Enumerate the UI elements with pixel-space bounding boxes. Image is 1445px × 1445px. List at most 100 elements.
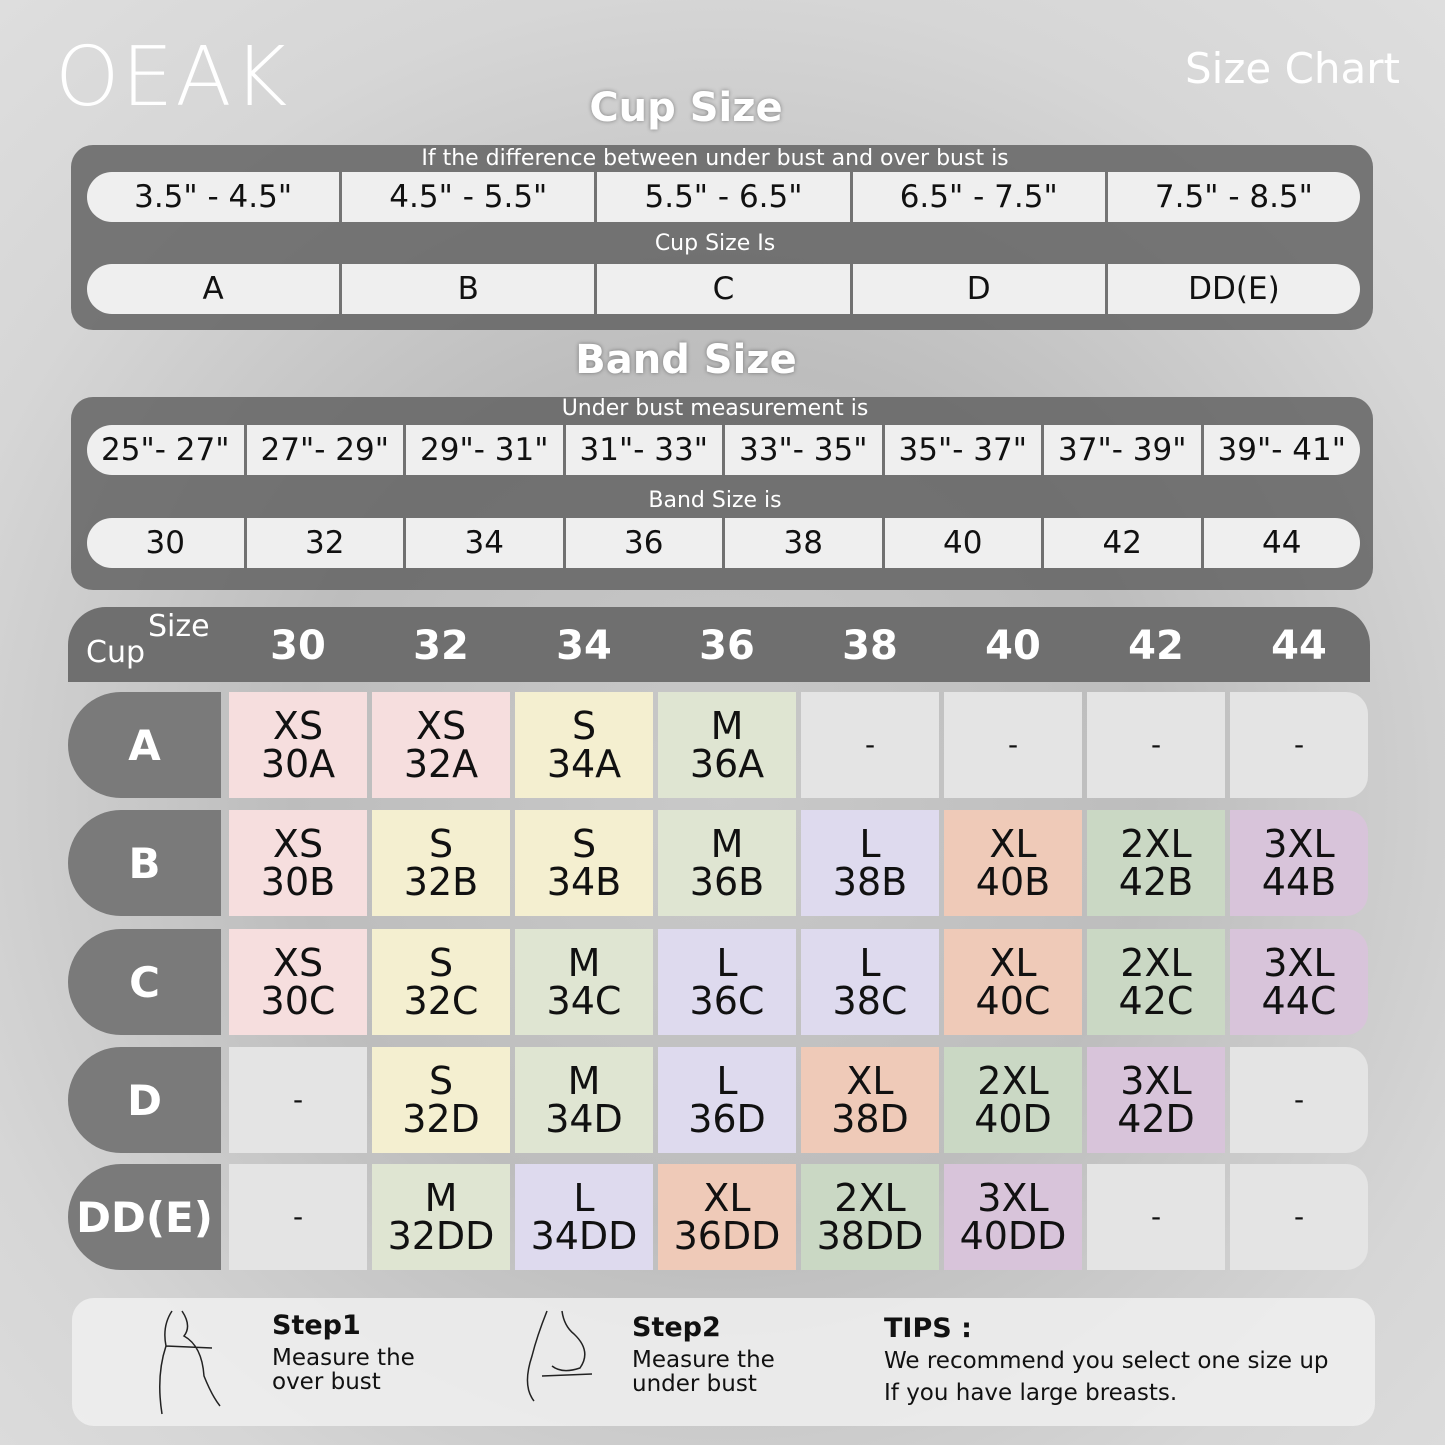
size-cell: 3XL 44C (1230, 929, 1368, 1035)
band-result-row: 30 32 34 36 38 40 42 44 (87, 518, 1360, 568)
cup-cell: C (597, 264, 850, 314)
size-cell: S 34A (515, 692, 653, 798)
bra-size-code: 40B (975, 860, 1051, 904)
letter-size: S (571, 704, 597, 748)
band-measure-cell: 31"- 33" (565, 425, 722, 475)
letter-size: L (859, 822, 881, 866)
letter-size: XL (989, 941, 1037, 985)
size-cell: M 34C (515, 929, 653, 1035)
size-cell: XS 30A (229, 692, 367, 798)
tips-title: TIPS : (884, 1313, 972, 1344)
bra-size-code: 30A (260, 742, 336, 786)
letter-size: - (864, 728, 876, 761)
size-cell: S 32C (372, 929, 510, 1035)
band-cell: 34 (406, 518, 563, 568)
band-cell: 44 (1203, 518, 1360, 568)
letter-size: M (567, 941, 601, 985)
letter-size: - (1293, 1200, 1305, 1233)
letter-size: M (567, 1059, 601, 1103)
bra-size-code: 36B (689, 860, 765, 904)
size-cell: - (229, 1164, 367, 1270)
bra-size-code: 32B (403, 860, 479, 904)
letter-size: XS (272, 704, 324, 748)
brand-logo: OEAK (55, 30, 290, 125)
size-cell: - (944, 692, 1082, 798)
step1: Step1 Measure the over bust (272, 1312, 422, 1394)
letter-size: - (1007, 728, 1019, 761)
letter-size: S (428, 941, 454, 985)
bra-size-code: 38D (831, 1097, 909, 1141)
letter-size: S (428, 822, 454, 866)
size-cell: XL 38D (801, 1047, 939, 1153)
letter-size: M (710, 704, 744, 748)
size-cell: XS 30C (229, 929, 367, 1035)
letter-size: 2XL (834, 1176, 906, 1220)
size-grid-header: Cup Size 30 32 34 36 38 40 42 44 (68, 607, 1370, 682)
size-cell: M 34D (515, 1047, 653, 1153)
size-cell: L 36C (658, 929, 796, 1035)
cup-difference-cell: 5.5" - 6.5" (597, 172, 850, 222)
bra-size-code: 34DD (530, 1214, 638, 1258)
band-measure-cell: 29"- 31" (406, 425, 563, 475)
band-cell: 38 (725, 518, 882, 568)
cup-difference-caption: If the difference between under bust and… (421, 146, 1009, 171)
letter-size: XS (415, 704, 467, 748)
size-cell: L 36D (658, 1047, 796, 1153)
bra-size-code: 40DD (959, 1214, 1067, 1258)
letter-size: XS (272, 941, 324, 985)
band-measure-cell: 35"- 37" (884, 425, 1041, 475)
size-cell: M 36B (658, 810, 796, 916)
cup-difference-cell: 7.5" - 8.5" (1107, 172, 1360, 222)
bra-size-code: 34B (546, 860, 622, 904)
size-cell: - (229, 1047, 367, 1153)
bra-size-code: 34A (546, 742, 622, 786)
cup-cell: A (87, 264, 340, 314)
size-cell: 2XL 42C (1087, 929, 1225, 1035)
column-header: 40 (985, 623, 1041, 669)
bra-size-code: 44B (1261, 860, 1337, 904)
column-header: 32 (413, 623, 469, 669)
step2-title: Step2 (632, 1312, 721, 1343)
under-bust-illustration-icon (526, 1310, 593, 1402)
band-cell: 32 (246, 518, 403, 568)
band-measure-cell: 27"- 29" (246, 425, 403, 475)
bra-size-code: 36C (689, 979, 765, 1023)
bra-size-code: 42C (1118, 979, 1194, 1023)
letter-size: M (424, 1176, 458, 1220)
letter-size: 3XL (977, 1176, 1049, 1220)
cup-cell: B (342, 264, 595, 314)
cup-difference-cell: 3.5" - 4.5" (87, 172, 340, 222)
row-header-cup: A (68, 692, 221, 798)
step2-text: Measure the under bust (632, 1347, 775, 1397)
size-cell: 3XL 42D (1087, 1047, 1225, 1153)
bra-size-code: 38C (832, 979, 908, 1023)
bra-size-code: 34D (545, 1097, 623, 1141)
size-cell: XS 32A (372, 692, 510, 798)
size-cell: - (1230, 1164, 1368, 1270)
band-cell: 42 (1044, 518, 1201, 568)
column-header: 34 (556, 623, 612, 669)
bra-size-code: 30C (260, 979, 336, 1023)
letter-size: XS (272, 822, 324, 866)
page-title: Size Chart (1185, 44, 1400, 93)
band-measure-row: 25"- 27" 27"- 29" 29"- 31" 31"- 33" 33"- 35"… (87, 425, 1360, 475)
corner-size-label: Size (148, 609, 210, 644)
size-cell: L 34DD (515, 1164, 653, 1270)
band-cell: 30 (87, 518, 244, 568)
band-cell: 36 (565, 518, 722, 568)
size-cell: 3XL 44B (1230, 810, 1368, 916)
bra-size-code: 34C (546, 979, 622, 1023)
letter-size: 3XL (1263, 941, 1335, 985)
bra-size-code: 42D (1117, 1097, 1195, 1141)
letter-size: XL (703, 1176, 751, 1220)
bra-size-code: 38DD (816, 1214, 924, 1258)
bra-size-code: 36D (688, 1097, 766, 1141)
size-cell: L 38B (801, 810, 939, 916)
row-header-cup: DD(E) (68, 1164, 221, 1270)
size-cell: XL 36DD (658, 1164, 796, 1270)
cup-difference-cell: 4.5" - 5.5" (342, 172, 595, 222)
bra-size-code: 32C (403, 979, 479, 1023)
corner-cup-label: Cup (86, 635, 146, 670)
size-cell: - (801, 692, 939, 798)
band-measure-cell: 37"- 39" (1044, 425, 1201, 475)
